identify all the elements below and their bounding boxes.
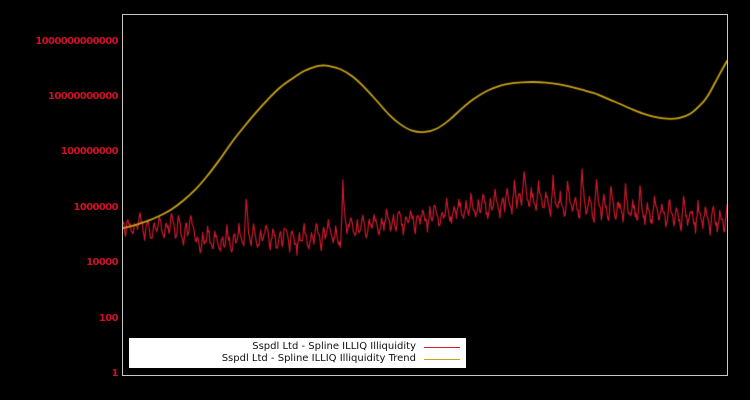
- legend-item-label: Sspdl Ltd - Spline ILLIQ Illiquidity: [252, 341, 416, 352]
- chart-legend: Sspdl Ltd - Spline ILLIQ Illiquidity Sspd…: [128, 337, 467, 369]
- y-tick-label: 1000000000000: [35, 35, 118, 47]
- y-tick-label: 1: [111, 368, 119, 379]
- legend-item[interactable]: Sspdl Ltd - Spline ILLIQ Illiquidity Tre…: [133, 353, 460, 365]
- legend-color-swatch: [424, 358, 460, 360]
- y-axis: 1000000000000 10000000000 100000000 1000000…: [0, 0, 118, 400]
- legend-color-swatch: [424, 346, 460, 348]
- plot-area: [122, 14, 728, 376]
- y-tick-label: 1000000: [73, 201, 118, 213]
- legend-item[interactable]: Sspdl Ltd - Spline ILLIQ Illiquidity: [133, 341, 460, 353]
- y-tick-label: 10000000000: [48, 91, 119, 103]
- y-tick-label: 10000: [86, 257, 118, 269]
- y-tick-label: 100000000: [60, 146, 119, 158]
- legend-item-label: Sspdl Ltd - Spline ILLIQ Illiquidity Tre…: [221, 353, 416, 364]
- y-tick-label: 100: [98, 312, 119, 324]
- plot-canvas: [123, 15, 727, 375]
